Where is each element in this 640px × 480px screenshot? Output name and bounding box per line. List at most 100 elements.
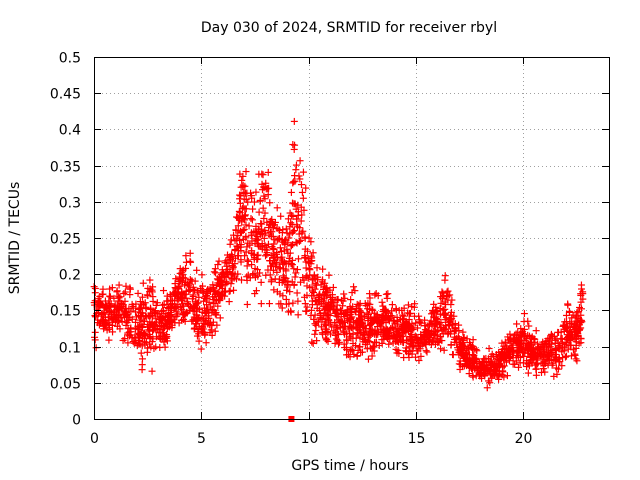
- data-point: [441, 272, 449, 280]
- data-point: [148, 367, 156, 375]
- data-point: [542, 356, 550, 364]
- data-point: [275, 226, 283, 234]
- data-point: [524, 369, 532, 377]
- y-tick-label: 0.45: [50, 87, 81, 103]
- data-point: [383, 326, 391, 334]
- data-point: [91, 328, 99, 336]
- data-point: [129, 304, 137, 312]
- data-point: [248, 216, 256, 224]
- data-point: [349, 339, 357, 347]
- data-point: [286, 209, 294, 217]
- data-point: [307, 312, 315, 320]
- data-point: [325, 271, 333, 279]
- data-point: [215, 257, 223, 265]
- data-point: [311, 280, 319, 288]
- chart-title: Day 030 of 2024, SRMTID for receiver rby…: [201, 20, 497, 36]
- data-point: [290, 226, 298, 234]
- data-point: [115, 281, 123, 289]
- data-point: [273, 204, 281, 212]
- data-point: [428, 321, 436, 329]
- data-point: [353, 352, 361, 360]
- data-point: [353, 300, 361, 308]
- data-point: [303, 303, 311, 311]
- data-point: [171, 313, 179, 321]
- data-point: [244, 257, 252, 265]
- data-point: [287, 219, 295, 227]
- data-point: [496, 370, 504, 378]
- data-point: [370, 347, 378, 355]
- data-point: [532, 365, 540, 373]
- y-tick-label: 0: [72, 413, 81, 429]
- data-point: [284, 308, 292, 316]
- data-point: [393, 320, 401, 328]
- data-point: [383, 294, 391, 302]
- data-point: [440, 346, 448, 354]
- data-point: [166, 303, 174, 311]
- data-point: [238, 218, 246, 226]
- data-point: [469, 342, 477, 350]
- data-point: [337, 317, 345, 325]
- data-point: [369, 343, 377, 351]
- data-point: [236, 191, 244, 199]
- data-point: [197, 345, 205, 353]
- data-point: [368, 352, 376, 360]
- data-point: [192, 299, 200, 307]
- data-point: [295, 230, 303, 238]
- data-point: [260, 234, 268, 242]
- data-point: [286, 288, 294, 296]
- data-point: [265, 184, 273, 192]
- data-point: [211, 327, 219, 335]
- data-point: [512, 334, 520, 342]
- data-point: [453, 339, 461, 347]
- data-point: [385, 340, 393, 348]
- data-point: [566, 327, 574, 335]
- data-point: [266, 199, 274, 207]
- data-point: [410, 312, 418, 320]
- data-point: [459, 328, 467, 336]
- data-point: [165, 313, 173, 321]
- data-point: [525, 332, 533, 340]
- data-point: [109, 328, 117, 336]
- data-point: [335, 340, 343, 348]
- data-point: [160, 287, 168, 295]
- data-point: [130, 339, 138, 347]
- data-point: [333, 325, 341, 333]
- data-point: [271, 218, 279, 226]
- data-point: [289, 199, 297, 207]
- data-point: [142, 305, 150, 313]
- data-point: [417, 352, 425, 360]
- data-point: [460, 334, 468, 342]
- data-point: [563, 339, 571, 347]
- data-point: [412, 319, 420, 327]
- data-point: [372, 290, 380, 298]
- data-point: [250, 198, 258, 206]
- data-point: [205, 298, 213, 306]
- data-point: [340, 290, 348, 298]
- data-point: [191, 277, 199, 285]
- data-point: [236, 209, 244, 217]
- data-point: [125, 332, 133, 340]
- data-point: [209, 299, 217, 307]
- data-point: [248, 261, 256, 269]
- data-point: [416, 336, 424, 344]
- data-point: [486, 379, 494, 387]
- data-point: [574, 308, 582, 316]
- data-point: [577, 298, 585, 306]
- data-point: [91, 289, 99, 297]
- data-point: [431, 331, 439, 339]
- data-point: [404, 301, 412, 309]
- data-point: [492, 363, 500, 371]
- data-point: [568, 314, 576, 322]
- data-point: [297, 203, 305, 211]
- data-point: [215, 282, 223, 290]
- data-point: [297, 278, 305, 286]
- data-point: [519, 359, 527, 367]
- data-point: [297, 181, 305, 189]
- data-point: [243, 273, 251, 281]
- data-point: [409, 342, 417, 350]
- data-point: [482, 357, 490, 365]
- data-point: [412, 353, 420, 361]
- data-point: [96, 297, 104, 305]
- data-point: [143, 348, 151, 356]
- data-point: [171, 280, 179, 288]
